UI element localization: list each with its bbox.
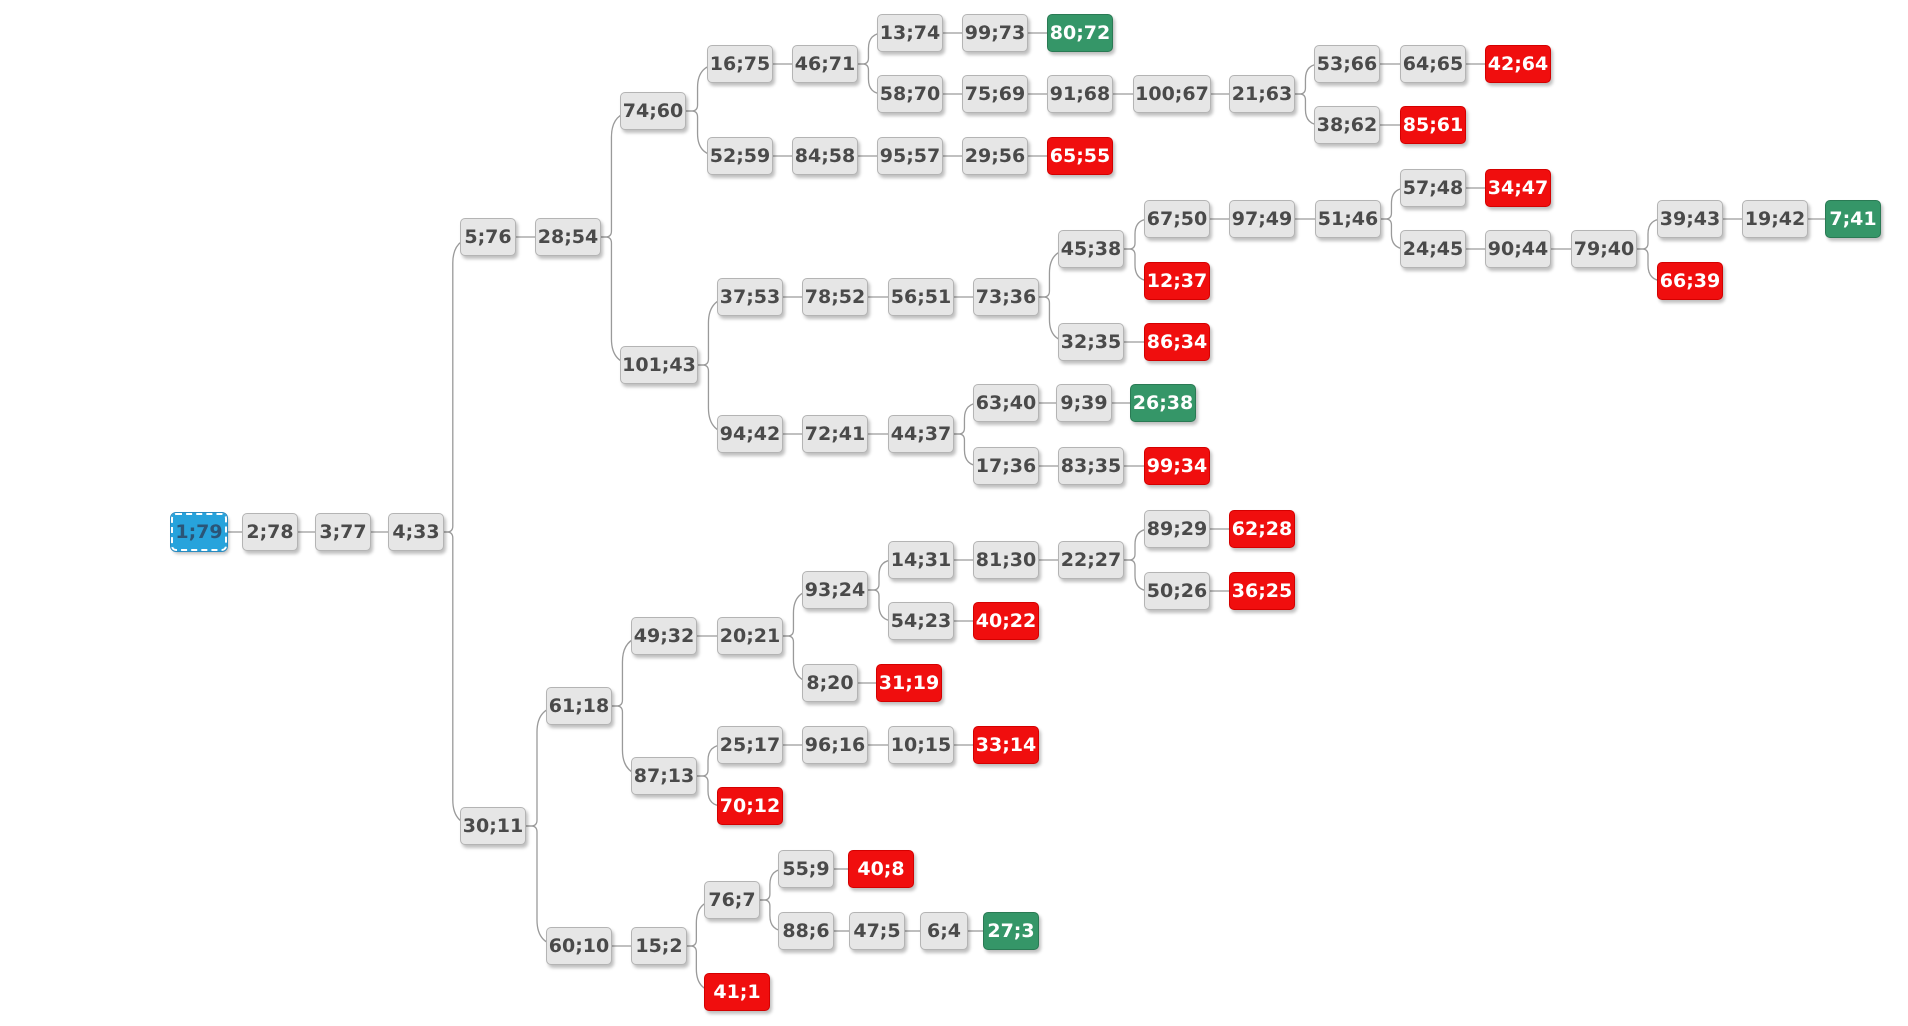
dead-end-node[interactable]: 40;22: [973, 602, 1039, 640]
tree-node[interactable]: 22;27: [1058, 541, 1124, 579]
tree-node[interactable]: 100;67: [1133, 75, 1211, 113]
tree-node[interactable]: 90;44: [1485, 230, 1551, 268]
tree-node[interactable]: 94;42: [717, 415, 783, 453]
tree-node[interactable]: 19;42: [1742, 200, 1808, 238]
tree-node[interactable]: 10;15: [888, 726, 954, 764]
tree-node[interactable]: 17;36: [973, 447, 1039, 485]
tree-node[interactable]: 81;30: [973, 541, 1039, 579]
tree-node[interactable]: 72;41: [802, 415, 868, 453]
dead-end-node[interactable]: 70;12: [717, 787, 783, 825]
tree-node[interactable]: 78;52: [802, 278, 868, 316]
connector: [444, 236, 479, 533]
tree-node[interactable]: 91;68: [1047, 75, 1113, 113]
tree-node[interactable]: 79;40: [1571, 230, 1637, 268]
tree-node[interactable]: 89;29: [1144, 510, 1210, 548]
tree-node[interactable]: 29;56: [962, 137, 1028, 175]
tree-node[interactable]: 58;70: [877, 75, 943, 113]
tree-node[interactable]: 83;35: [1058, 447, 1124, 485]
dead-end-node[interactable]: 31;19: [876, 664, 942, 702]
tree-node[interactable]: 56;51: [888, 278, 954, 316]
tree-node[interactable]: 38;62: [1314, 106, 1380, 144]
connector: [444, 531, 479, 827]
tree-node[interactable]: 84;58: [792, 137, 858, 175]
tree-node[interactable]: 16;75: [707, 45, 773, 83]
tree-node[interactable]: 30;11: [460, 807, 526, 845]
dead-end-node[interactable]: 99;34: [1144, 447, 1210, 485]
dead-end-node[interactable]: 66;39: [1657, 262, 1723, 300]
tree-node[interactable]: 24;45: [1400, 230, 1466, 268]
tree-node[interactable]: 51;46: [1315, 200, 1381, 238]
tree-node[interactable]: 20;21: [717, 617, 783, 655]
tree-node[interactable]: 44;37: [888, 415, 954, 453]
dead-end-node[interactable]: 34;47: [1485, 169, 1551, 207]
tree-node[interactable]: 73;36: [973, 278, 1039, 316]
tree-node[interactable]: 45;38: [1058, 230, 1124, 268]
tree-node[interactable]: 8;20: [802, 664, 858, 702]
tree-node[interactable]: 54;23: [888, 602, 954, 640]
tree-node[interactable]: 25;17: [717, 726, 783, 764]
tree-node[interactable]: 15;2: [631, 927, 687, 965]
dead-end-node[interactable]: 33;14: [973, 726, 1039, 764]
tree-node[interactable]: 5;76: [460, 218, 516, 256]
tree-node[interactable]: 60;10: [546, 927, 612, 965]
tree-node[interactable]: 88;6: [778, 912, 834, 950]
tree-node[interactable]: 63;40: [973, 384, 1039, 422]
dead-end-node[interactable]: 40;8: [848, 850, 914, 888]
goal-node[interactable]: 7;41: [1825, 200, 1881, 238]
tree-node[interactable]: 76;7: [704, 881, 760, 919]
tree-node[interactable]: 55;9: [778, 850, 834, 888]
tree-node[interactable]: 74;60: [620, 92, 686, 130]
tree-node[interactable]: 4;33: [388, 513, 444, 551]
dead-end-node[interactable]: 85;61: [1400, 106, 1466, 144]
dead-end-node[interactable]: 65;55: [1047, 137, 1113, 175]
tree-node[interactable]: 67;50: [1144, 200, 1210, 238]
tree-node[interactable]: 3;77: [315, 513, 371, 551]
tree-node[interactable]: 39;43: [1657, 200, 1723, 238]
dead-end-node[interactable]: 42;64: [1485, 45, 1551, 83]
goal-node[interactable]: 80;72: [1047, 14, 1113, 52]
tree-node[interactable]: 6;4: [920, 912, 968, 950]
dead-end-node[interactable]: 41;1: [704, 973, 770, 1011]
connector: [697, 775, 724, 807]
tree-node[interactable]: 9;39: [1056, 384, 1112, 422]
tree-node[interactable]: 95;57: [877, 137, 943, 175]
tree-node[interactable]: 93;24: [802, 571, 868, 609]
tree-node[interactable]: 97;49: [1229, 200, 1295, 238]
tree-node[interactable]: 75;69: [962, 75, 1028, 113]
tree-node[interactable]: 13;74: [877, 14, 943, 52]
tree-node[interactable]: 14;31: [888, 541, 954, 579]
tree-node[interactable]: 101;43: [620, 346, 698, 384]
tree-node[interactable]: 99;73: [962, 14, 1028, 52]
root-node[interactable]: 1;79: [170, 512, 228, 552]
tree-node[interactable]: 28;54: [535, 218, 601, 256]
tree-node[interactable]: 21;63: [1229, 75, 1295, 113]
goal-node[interactable]: 27;3: [983, 912, 1039, 950]
tree-node[interactable]: 61;18: [546, 687, 612, 725]
tree-node[interactable]: 96;16: [802, 726, 868, 764]
tree-node[interactable]: 2;78: [242, 513, 298, 551]
tree-node[interactable]: 49;32: [631, 617, 697, 655]
tree-node[interactable]: 37;53: [717, 278, 783, 316]
tree-node[interactable]: 57;48: [1400, 169, 1466, 207]
tree-node[interactable]: 32;35: [1058, 323, 1124, 361]
goal-node[interactable]: 26;38: [1130, 384, 1196, 422]
tree-node[interactable]: 64;65: [1400, 45, 1466, 83]
dead-end-node[interactable]: 86;34: [1144, 323, 1210, 361]
tree-node[interactable]: 87;13: [631, 757, 697, 795]
tree-node[interactable]: 47;5: [849, 912, 905, 950]
tree-node[interactable]: 53;66: [1314, 45, 1380, 83]
dead-end-node[interactable]: 62;28: [1229, 510, 1295, 548]
tree-node[interactable]: 50;26: [1144, 572, 1210, 610]
dead-end-node[interactable]: 36;25: [1229, 572, 1295, 610]
dead-end-node[interactable]: 12;37: [1144, 262, 1210, 300]
tree-node[interactable]: 52;59: [707, 137, 773, 175]
tree-node[interactable]: 46;71: [792, 45, 858, 83]
